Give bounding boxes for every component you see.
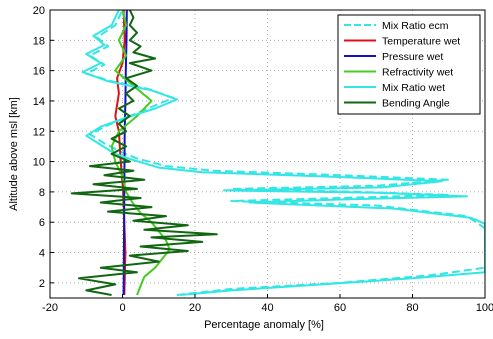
series-line-0 bbox=[85, 10, 485, 296]
series-line-2 bbox=[122, 10, 128, 296]
series-line-5 bbox=[70, 10, 218, 296]
x-tick-label: 80 bbox=[406, 302, 418, 314]
x-tick-label: 100 bbox=[476, 302, 493, 314]
y-tick-label: 10 bbox=[33, 157, 45, 169]
y-axis-label: Altitude above msl [km] bbox=[8, 97, 20, 211]
y-tick-label: 18 bbox=[33, 35, 45, 47]
y-tick-label: 6 bbox=[39, 217, 45, 229]
legend-box bbox=[337, 14, 481, 115]
y-tick-label: 20 bbox=[33, 5, 45, 17]
legend-label-2: Pressure wet bbox=[382, 51, 443, 63]
axis-ticks: -20 0 20 40 60 80 100 2 4 6 8 10 12 14 16 18 20 bbox=[33, 5, 493, 314]
y-tick-label: 14 bbox=[33, 96, 45, 108]
x-tick-label: 60 bbox=[334, 302, 346, 314]
legend: Mix Ratio ecm Temperature wet Pressure wet… bbox=[337, 14, 481, 115]
x-tick-label: 0 bbox=[119, 302, 125, 314]
y-tick-label: 8 bbox=[39, 187, 45, 199]
x-tick-label: -20 bbox=[42, 302, 58, 314]
series-line-4 bbox=[81, 10, 485, 296]
y-tick-label: 2 bbox=[39, 278, 45, 290]
series-line-3 bbox=[110, 10, 171, 296]
legend-label-4: Mix Ratio wet bbox=[382, 82, 445, 94]
y-tick-label: 12 bbox=[33, 126, 45, 138]
y-tick-label: 4 bbox=[39, 248, 45, 260]
legend-label-0: Mix Ratio ecm bbox=[382, 20, 449, 32]
x-tick-label: 20 bbox=[189, 302, 201, 314]
legend-label-5: Bending Angle bbox=[382, 98, 450, 110]
x-axis-label: Percentage anomaly [%] bbox=[204, 319, 324, 331]
legend-label-1: Temperature wet bbox=[382, 36, 460, 48]
x-tick-label: 40 bbox=[261, 302, 273, 314]
series-layer bbox=[70, 10, 485, 296]
legend-label-3: Refractivity wet bbox=[382, 67, 453, 79]
y-tick-label: 16 bbox=[33, 66, 45, 78]
